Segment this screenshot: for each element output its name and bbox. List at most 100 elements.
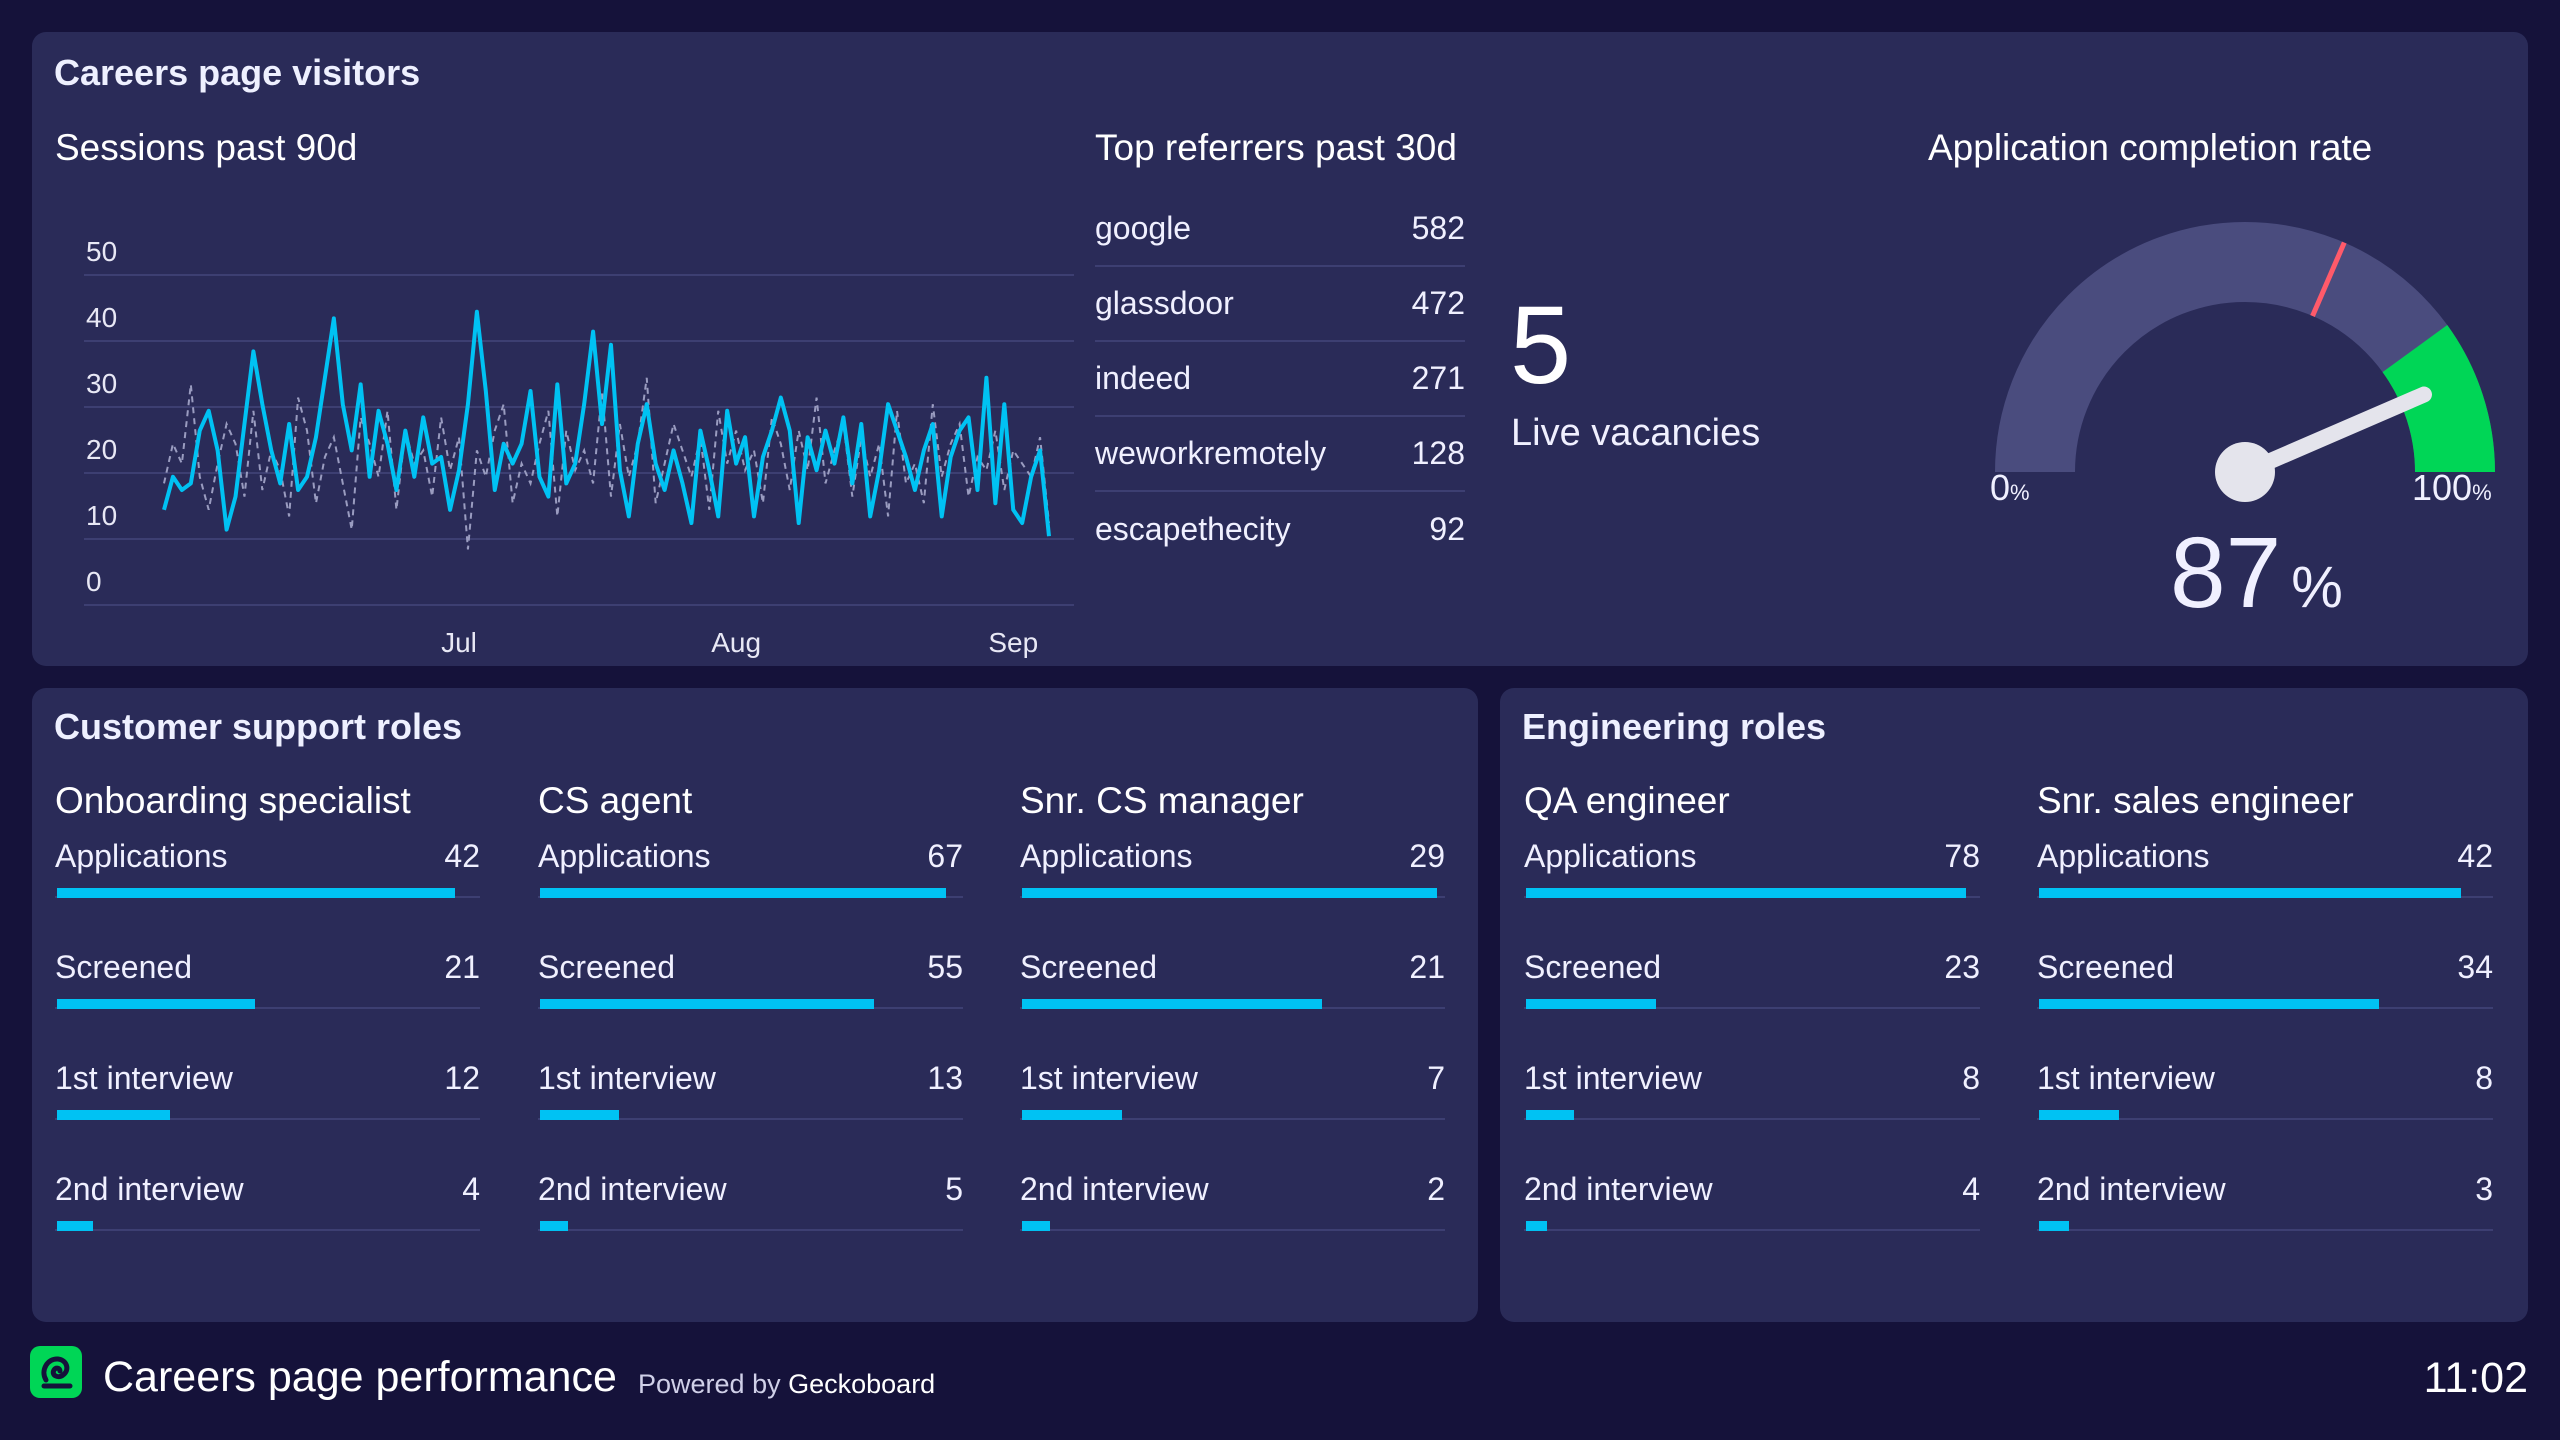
x-tick-label: Sep [988, 627, 1038, 658]
referrer-value: 582 [1411, 210, 1465, 246]
stage-item: Screened 23 [1524, 949, 1980, 1060]
referrers-title: Top referrers past 30d [1095, 127, 1457, 168]
stage-track [2037, 999, 2493, 1009]
stage-item: Screened 34 [2037, 949, 2493, 1060]
referrer-name: escapethecity [1095, 511, 1291, 547]
y-tick-label: 20 [86, 434, 117, 465]
stage-label: 2nd interview [2037, 1171, 2226, 1207]
referrer-name: indeed [1095, 360, 1192, 396]
stage-bar [2039, 888, 2462, 898]
stage-item: 2nd interview 2 [1020, 1171, 1445, 1282]
stage-track [538, 999, 963, 1009]
stage-item: 2nd interview 4 [1524, 1171, 1980, 1282]
role-title: Snr. sales engineer [2037, 780, 2354, 821]
stage-track [55, 999, 480, 1009]
stage-bar [1022, 1110, 1122, 1120]
gauge-max-label: 100% [2412, 467, 2492, 508]
stage-bar [1022, 888, 1437, 898]
stage-label: 2nd interview [1020, 1171, 1209, 1207]
stage-item: 1st interview 8 [2037, 1060, 2493, 1171]
stage-label: Screened [55, 949, 192, 985]
stage-value: 12 [444, 1060, 480, 1096]
sessions-line-chart: 0 10 20 30 40 50 Jul Aug Sep [84, 236, 1074, 658]
stage-value: 2 [1427, 1171, 1445, 1207]
referrer-name: glassdoor [1095, 285, 1234, 321]
stage-label: 2nd interview [55, 1171, 244, 1207]
stage-track [1020, 1110, 1445, 1120]
x-tick-label: Jul [441, 627, 477, 658]
careers-visitors-panel: Careers page visitors Sessions past 90d … [32, 32, 2528, 666]
stage-bar [57, 1221, 94, 1231]
stage-track [1524, 999, 1980, 1009]
referrer-value: 271 [1411, 360, 1465, 396]
series-line-sessions [162, 309, 1051, 537]
gauge-target-marker [2310, 241, 2347, 317]
stage-bar [1526, 888, 1967, 898]
stage-track [538, 1221, 963, 1231]
stage-item: Screened 21 [55, 949, 480, 1060]
x-tick-label: Aug [711, 627, 761, 658]
stage-value: 4 [462, 1171, 480, 1207]
stage-value: 8 [1962, 1060, 1980, 1096]
sessions-title: Sessions past 90d [55, 127, 358, 168]
stage-track [1524, 888, 1980, 898]
stage-value: 29 [1409, 838, 1445, 874]
referrers-list: google 582 glassdoor 472 indeed 271 wewo… [1095, 192, 1465, 567]
stage-bar [540, 1110, 619, 1120]
stage-bar [2039, 1110, 2120, 1120]
powered-by-brand: Geckoboard [788, 1369, 936, 1399]
stage-value: 34 [2457, 949, 2493, 985]
dashboard-title: Careers page performance [103, 1353, 617, 1401]
stage-item: 2nd interview 5 [538, 1171, 963, 1282]
role-column: QA engineer Applications 78 Screened 23 1s… [1524, 780, 1980, 1282]
list-item: indeed 271 [1095, 342, 1465, 417]
gauge-value: 87% [2170, 517, 2343, 629]
engineering-panel: Engineering roles QA engineer Applicatio… [1500, 688, 2528, 1322]
stage-item: 2nd interview 3 [2037, 1171, 2493, 1282]
stage-label: 1st interview [1524, 1060, 1702, 1096]
stage-track [2037, 1221, 2493, 1231]
stage-label: Screened [1020, 949, 1157, 985]
stage-label: Applications [1524, 838, 1697, 874]
stage-item: Screened 21 [1020, 949, 1445, 1060]
referrer-value: 92 [1429, 511, 1465, 547]
stage-value: 21 [1409, 949, 1445, 985]
stage-track [1524, 1110, 1980, 1120]
stage-bar [2039, 999, 2379, 1009]
stage-value: 3 [2475, 1171, 2493, 1207]
stage-value: 5 [945, 1171, 963, 1207]
referrer-value: 128 [1411, 435, 1465, 471]
stage-bar [2039, 1221, 2069, 1231]
y-tick-label: 30 [86, 368, 117, 399]
stage-track [55, 1221, 480, 1231]
y-tick-label: 40 [86, 302, 117, 333]
y-tick-label: 50 [86, 236, 117, 267]
panel-title: Customer support roles [54, 706, 463, 747]
y-tick-label: 0 [86, 566, 102, 597]
role-column: Snr. CS manager Applications 29 Screened 2… [1020, 780, 1445, 1282]
stage-label: 1st interview [2037, 1060, 2215, 1096]
stage-item: Applications 78 [1524, 838, 1980, 949]
stage-value: 23 [1944, 949, 1980, 985]
panel-title: Careers page visitors [54, 52, 421, 93]
stage-track [1020, 888, 1445, 898]
stage-item: 1st interview 12 [55, 1060, 480, 1171]
stage-label: Applications [538, 838, 711, 874]
gauge-green-zone [2381, 325, 2495, 474]
stage-bar [540, 1221, 568, 1231]
referrer-value: 472 [1411, 285, 1465, 321]
stage-bar [1022, 999, 1322, 1009]
role-title: Snr. CS manager [1020, 780, 1304, 821]
stage-track [1020, 1221, 1445, 1231]
stage-track [55, 1110, 480, 1120]
stage-value: 55 [927, 949, 963, 985]
stage-track [538, 888, 963, 898]
stage-item: Applications 42 [2037, 838, 2493, 949]
stage-item: Applications 42 [55, 838, 480, 949]
stage-bar [1526, 1110, 1575, 1120]
stage-bar [540, 999, 874, 1009]
stage-track [2037, 1110, 2493, 1120]
stage-label: Applications [1020, 838, 1193, 874]
stage-track [538, 1110, 963, 1120]
series-line-previous [163, 377, 1050, 550]
